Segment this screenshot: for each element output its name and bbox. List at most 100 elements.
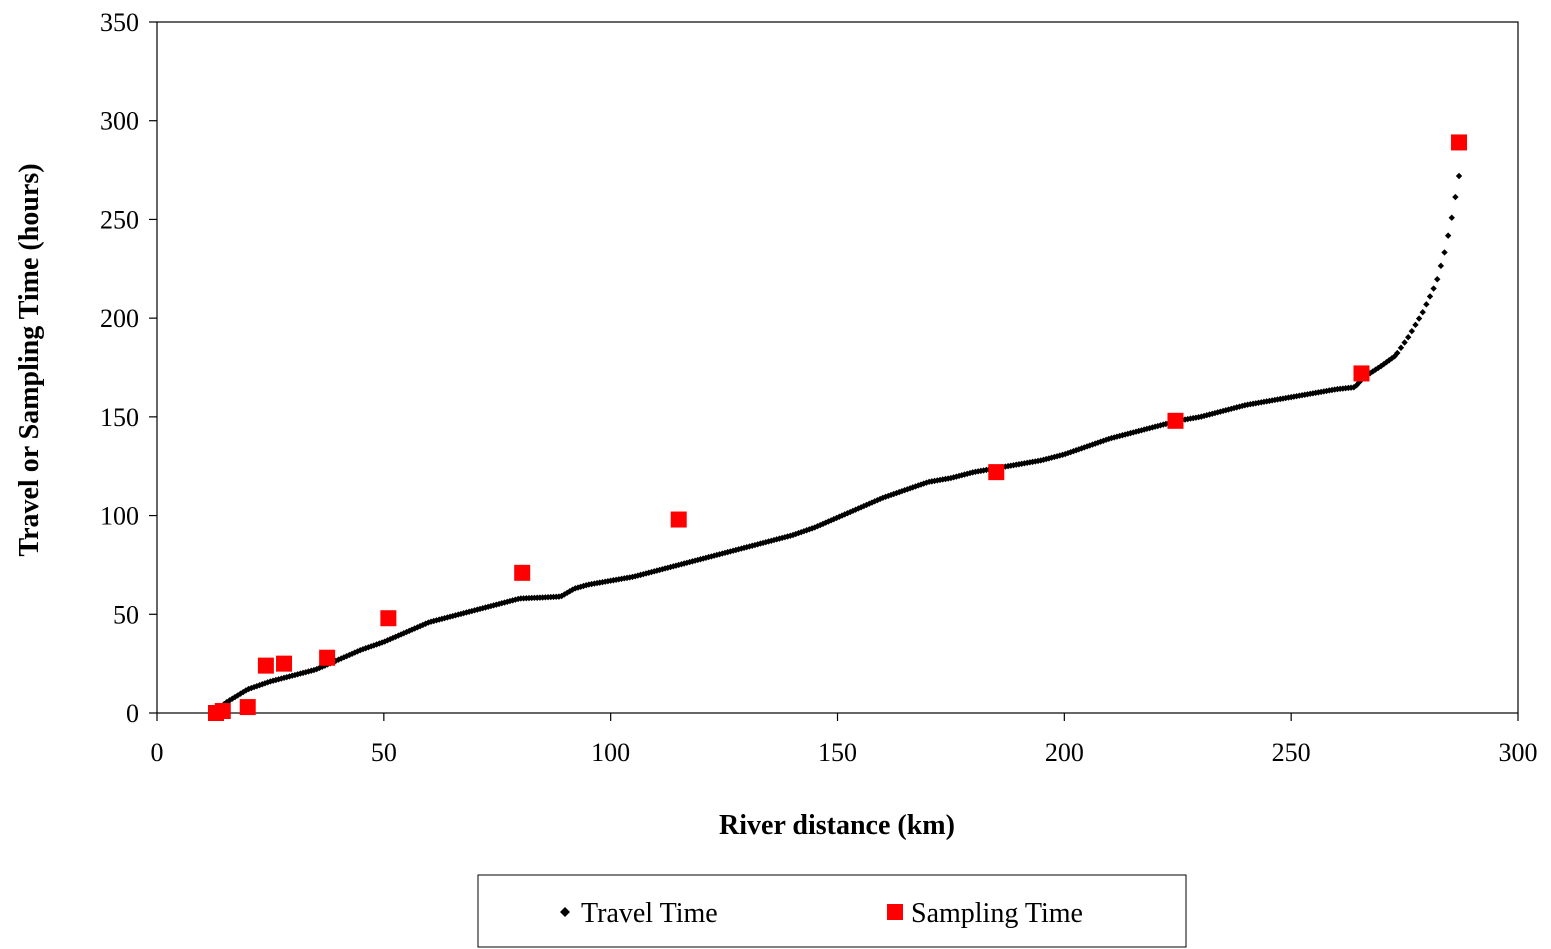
sampling-time-point (276, 655, 293, 672)
travel-time-point (795, 529, 802, 537)
y-tick-label: 150 (100, 403, 139, 432)
travel-time-point (642, 570, 650, 577)
travel-time-point (272, 676, 280, 684)
travel-time-point (441, 614, 448, 622)
travel-time-point (386, 635, 394, 643)
travel-time-point (308, 667, 315, 674)
travel-time-point (830, 515, 838, 523)
sampling-time-series (207, 134, 1468, 721)
travel-time-point (953, 473, 960, 480)
travel-time-point (1214, 409, 1221, 416)
travel-time-point (1121, 431, 1129, 438)
travel-time-point (370, 642, 378, 649)
plot-area (156, 21, 1519, 714)
travel-time-point (512, 596, 519, 603)
travel-time-point (778, 534, 786, 542)
travel-time-point (256, 682, 263, 689)
travel-time-point (808, 525, 816, 532)
travel-time-point (1100, 437, 1107, 444)
y-tick-label: 0 (126, 699, 139, 728)
travel-time-point (357, 647, 364, 654)
travel-time-point (700, 555, 707, 562)
y-axis-title: Travel or Sampling Time (hours) (14, 163, 45, 556)
travel-time-point (1157, 422, 1164, 429)
travel-time-point (498, 600, 505, 607)
travel-time-point (280, 674, 288, 682)
y-tick-label: 250 (100, 205, 139, 234)
travel-time-point (961, 471, 968, 478)
travel-time-point (1405, 334, 1412, 341)
travel-time-point (656, 566, 663, 574)
travel-time-point (373, 641, 380, 648)
x-axis: 0 50 100 150 200 250 300 (151, 713, 1538, 767)
travel-time-point (1217, 408, 1224, 415)
x-tick-label: 300 (1499, 738, 1538, 767)
travel-time-point (1042, 455, 1050, 463)
travel-time-point (716, 551, 723, 558)
travel-time-point (678, 561, 685, 568)
travel-time-point (691, 557, 699, 564)
x-axis-title: River distance (km) (719, 810, 955, 841)
travel-time-point (882, 493, 889, 501)
travel-time-point (427, 618, 435, 625)
travel-time-point (765, 538, 772, 545)
travel-time-point (389, 634, 397, 642)
travel-time-point (1236, 403, 1243, 410)
travel-time-point (1415, 315, 1423, 322)
travel-time-point (340, 654, 348, 661)
travel-time-point (879, 494, 887, 502)
sampling-time-point (319, 649, 336, 666)
travel-time-point (787, 532, 794, 539)
travel-time-point (1353, 382, 1360, 389)
travel-time-point (1056, 452, 1063, 459)
y-tick-label: 50 (113, 600, 139, 629)
travel-time-point (1078, 445, 1085, 452)
travel-time-point (1143, 425, 1151, 433)
travel-time-point (1086, 442, 1093, 449)
travel-time-point (659, 565, 666, 573)
travel-time-point (746, 543, 753, 550)
y-tick-label: 200 (100, 304, 139, 333)
travel-time-point (1408, 327, 1416, 335)
travel-time-point (493, 601, 500, 608)
travel-time-point (890, 490, 897, 498)
travel-time-point (582, 581, 590, 589)
travel-time-point (738, 545, 745, 552)
x-tick-label: 200 (1045, 738, 1084, 767)
y-tick-label: 300 (100, 107, 139, 136)
travel-time-point (847, 508, 854, 516)
travel-time-point (923, 479, 930, 486)
travel-time-point (817, 521, 824, 529)
travel-time-point (1108, 434, 1115, 442)
travel-time-point (1135, 427, 1142, 435)
travel-time-point (425, 619, 432, 626)
travel-time-point (433, 617, 440, 624)
travel-time-point (1441, 249, 1448, 256)
travel-time-point (773, 536, 780, 543)
travel-time-point (346, 651, 353, 659)
travel-time-point (629, 573, 636, 581)
travel-time-point (1230, 404, 1238, 412)
travel-time-point (1048, 454, 1055, 461)
travel-time-point (264, 679, 271, 686)
travel-time-point (1222, 407, 1230, 414)
travel-time-point (705, 553, 712, 561)
travel-time-point (1430, 285, 1437, 292)
travel-time-point (743, 543, 750, 551)
travel-time-point (887, 491, 895, 499)
sampling-time-point (1353, 365, 1370, 382)
travel-time-point (729, 547, 737, 554)
travel-time-point (422, 620, 429, 627)
travel-time-point (1426, 293, 1434, 300)
travel-time-point (1401, 339, 1408, 346)
travel-time-point (460, 609, 467, 617)
travel-time-point (909, 484, 917, 491)
travel-time-point (446, 613, 454, 620)
travel-time-point (702, 554, 710, 562)
x-tick-label: 100 (591, 738, 630, 767)
travel-time-point (1113, 433, 1121, 440)
travel-time-point (822, 519, 829, 526)
travel-time-point (239, 688, 247, 696)
sampling-time-point (214, 703, 231, 720)
